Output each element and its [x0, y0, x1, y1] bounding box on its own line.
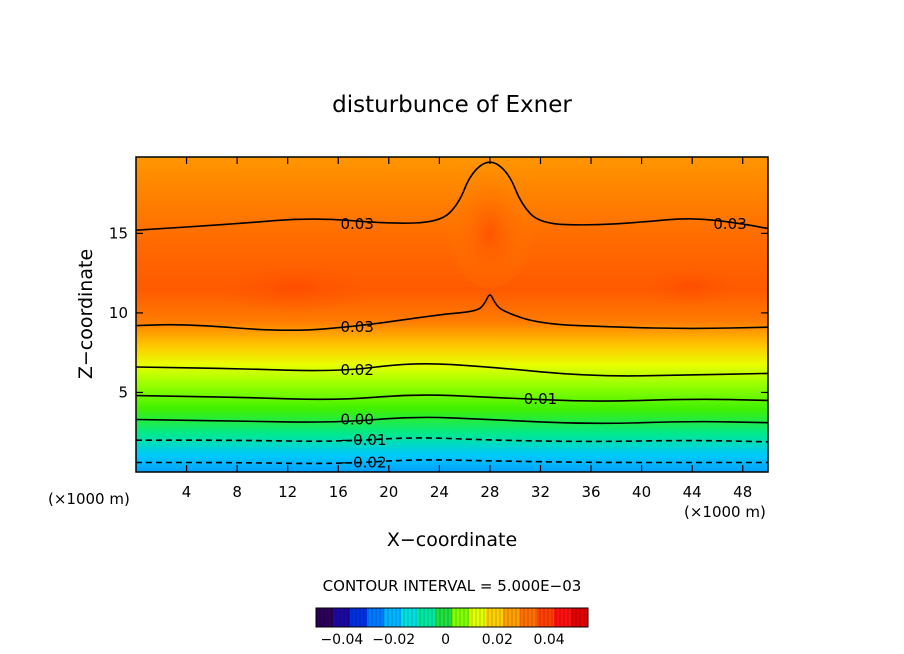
- contour-label: 0.02: [340, 361, 373, 379]
- colorbar-tick-label: 0: [441, 632, 450, 648]
- colorbar-tick-label: −0.02: [372, 632, 415, 648]
- x-tick-label: 44: [683, 483, 702, 501]
- colorbar: [316, 608, 589, 627]
- y-tick-label: 5: [118, 383, 128, 401]
- colorbar-swatch: [333, 608, 351, 627]
- contour-line-6: [136, 459, 768, 465]
- x-axis-ticks: 4 8 12 16 20 24 28 32 36 40 44 48: [182, 157, 752, 501]
- colorbar-swatch: [435, 608, 453, 627]
- x-tick-label: 40: [632, 483, 651, 501]
- contour-lines: [136, 161, 768, 465]
- contour-line-1: [136, 294, 768, 332]
- colorbar-swatch: [537, 608, 555, 627]
- x-tick-label: 16: [329, 483, 348, 501]
- colorbar-frame: [315, 607, 589, 628]
- x-tick-label: 36: [581, 483, 600, 501]
- contour-label: 0.03: [340, 215, 373, 233]
- plot-frame: [135, 156, 769, 473]
- field-features: [215, 157, 740, 314]
- colorbar-ticks: −0.04 −0.02 0 0.02 0.04: [320, 632, 564, 648]
- y-axis-label: Z−coordinate: [75, 249, 97, 379]
- colorbar-tick-label: 0.04: [534, 632, 565, 648]
- x-axis-label: X−coordinate: [387, 529, 517, 551]
- x-unit-left: (×1000 m): [48, 490, 130, 508]
- contour-label: −0.02: [341, 453, 387, 471]
- contour-line-4: [136, 416, 768, 425]
- contour-interval: CONTOUR INTERVAL = 5.000E−03: [323, 577, 582, 595]
- colorbar-swatch: [452, 608, 470, 627]
- x-unit-right: (×1000 m): [684, 503, 766, 521]
- colorbar-swatch: [554, 608, 572, 627]
- colorbar-swatch: [571, 608, 589, 627]
- x-tick-label: 24: [430, 483, 449, 501]
- x-tick-label: 4: [182, 483, 192, 501]
- colorbar-tick-label: 0.02: [482, 632, 513, 648]
- colorbar-swatch: [367, 608, 385, 627]
- contour-label: 0.03: [340, 318, 373, 336]
- contour-line-3: [136, 394, 768, 402]
- y-tick-label: 10: [109, 304, 128, 322]
- warm-core-right: [640, 266, 740, 306]
- colorbar-tick-label: −0.04: [320, 632, 363, 648]
- x-tick-label: 8: [232, 483, 242, 501]
- contour-line-2: [136, 363, 768, 377]
- colorbar-swatch: [316, 608, 334, 627]
- x-tick-label: 32: [531, 483, 550, 501]
- colorbar-swatch: [486, 608, 504, 627]
- colorbar-swatch: [418, 608, 436, 627]
- contour-label: 0.03: [713, 215, 746, 233]
- x-tick-label: 20: [379, 483, 398, 501]
- x-tick-label: 28: [480, 483, 499, 501]
- warm-core-left: [215, 262, 375, 314]
- x-tick-label: 12: [278, 483, 297, 501]
- colorbar-swatch: [520, 608, 538, 627]
- contour-labels: 0.03 0.03 0.03 0.02 0.01 0.00 −0.01 −0.02: [340, 215, 746, 472]
- colorbar-swatch: [401, 608, 419, 627]
- colorbar-swatch: [384, 608, 402, 627]
- colorbar-swatch: [469, 608, 487, 627]
- contour-label: 0.00: [340, 411, 373, 429]
- x-tick-label: 48: [733, 483, 752, 501]
- y-tick-label: 15: [109, 224, 128, 242]
- colorbar-swatch: [350, 608, 368, 627]
- contour-label: −0.01: [341, 431, 387, 449]
- contour-line-5: [136, 437, 768, 443]
- contour-line-0: [136, 161, 768, 231]
- central-plume: [445, 157, 535, 288]
- contour-label: 0.01: [524, 390, 557, 408]
- y-axis-ticks: 5 10 15: [109, 224, 768, 401]
- colorbar-swatch: [503, 608, 521, 627]
- chart-title: disturbunce of Exner: [332, 92, 572, 118]
